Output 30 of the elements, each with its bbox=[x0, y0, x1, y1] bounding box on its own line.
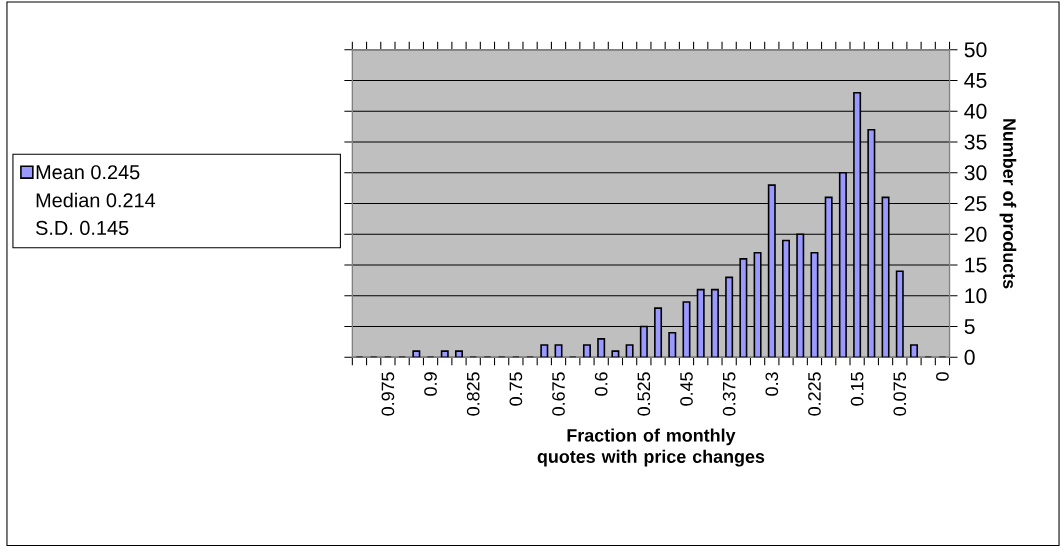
text: S.D. 0.145 bbox=[36, 220, 129, 235]
y-tick-label: 20 bbox=[964, 226, 987, 242]
y-axis-title: Number of products bbox=[999, 118, 1017, 289]
y-tick-label: 50 bbox=[964, 42, 987, 58]
y-tick-label: 5 bbox=[964, 318, 975, 334]
x-tick-label: 0.975 bbox=[381, 372, 395, 416]
x-tick-label: 0.9 bbox=[424, 372, 437, 396]
x-tick-label: 0.525 bbox=[637, 372, 651, 416]
x-axis-title: Fraction of monthly quotes with price changes bbox=[537, 428, 765, 467]
y-tick-label: 25 bbox=[964, 195, 987, 211]
x-tick-label: 0.825 bbox=[466, 372, 480, 416]
x-tick-label: 0.675 bbox=[552, 372, 565, 416]
x-tick-label: 0.45 bbox=[680, 372, 693, 406]
y-tick-label: 15 bbox=[965, 257, 987, 273]
x-tick-label: 0.6 bbox=[594, 372, 608, 396]
y-tick-label: 30 bbox=[964, 165, 987, 181]
x-tick-label: 0.375 bbox=[722, 372, 736, 416]
y-tick-label: 45 bbox=[964, 72, 987, 88]
x-tick-label: 0.3 bbox=[765, 372, 779, 396]
x-tick-label: 0.15 bbox=[850, 372, 864, 406]
legend-label: Mean 0.245 bbox=[36, 164, 140, 180]
y-tick-label: 10 bbox=[965, 288, 987, 304]
y-tick-label: 0 bbox=[964, 349, 975, 365]
y-tick-label: 35 bbox=[964, 134, 987, 150]
text: Median 0.214 bbox=[36, 192, 156, 208]
x-tick-label: 0.225 bbox=[808, 372, 821, 416]
x-tick-label: 0.075 bbox=[893, 372, 907, 416]
x-tick-label: 0 bbox=[936, 372, 949, 381]
x-tick-label: 0.75 bbox=[509, 372, 523, 406]
y-tick-label: 40 bbox=[964, 103, 987, 119]
